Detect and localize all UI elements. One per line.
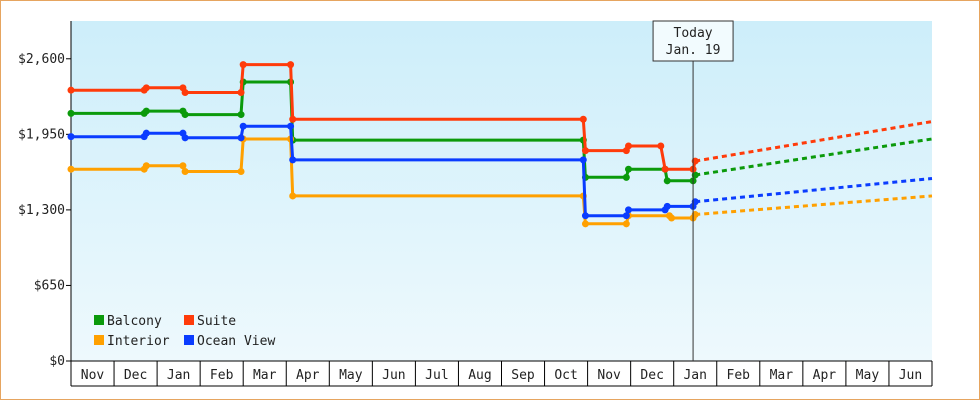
data-point	[579, 156, 587, 164]
data-point	[287, 61, 295, 69]
data-point	[661, 165, 669, 173]
legend-item-suite: Suite	[184, 314, 236, 329]
x-tick-label: Nov	[81, 368, 105, 383]
y-tick-label: $650	[34, 278, 65, 293]
y-tick-label: $1,300	[18, 203, 65, 218]
data-point	[622, 173, 630, 181]
y-tick-label: $0	[49, 354, 65, 369]
x-tick-label: Mar	[253, 368, 277, 383]
data-point	[142, 107, 150, 115]
data-point	[289, 192, 297, 200]
x-tick-label: Dec	[640, 368, 663, 383]
data-point	[179, 162, 187, 170]
today-date: Jan. 19	[666, 43, 721, 58]
data-point	[237, 111, 245, 119]
legend: Balcony Suite Interior Ocean View	[94, 314, 275, 349]
legend-swatch	[94, 335, 104, 345]
x-tick-label: Aug	[468, 368, 491, 383]
legend-item-balcony: Balcony	[94, 314, 162, 329]
data-point	[624, 142, 632, 150]
series-suite	[67, 61, 933, 173]
y-tick-label: $1,950	[18, 127, 65, 142]
data-point	[181, 88, 189, 96]
data-point	[622, 212, 630, 220]
data-point	[581, 212, 589, 220]
x-tick-label: Jul	[425, 368, 448, 383]
x-tick-label: Dec	[124, 368, 147, 383]
today-marker: Today Jan. 19	[652, 20, 734, 361]
data-point	[237, 88, 245, 96]
today-box	[652, 20, 734, 62]
data-point	[581, 147, 589, 155]
legend-label: Balcony	[107, 314, 162, 329]
data-point	[181, 111, 189, 119]
series-layer	[67, 61, 933, 228]
data-point	[579, 115, 587, 123]
data-point	[622, 220, 630, 228]
x-tick-label: Jan	[167, 368, 190, 383]
legend-label: Suite	[197, 314, 236, 329]
data-point	[142, 84, 150, 92]
forecast-line	[694, 137, 933, 177]
plot-background	[71, 21, 932, 361]
x-tick-label: Apr	[296, 368, 320, 383]
axes: $0 $650 $1,300 $1,950 $2,600 Nov Dec Jan Feb Mar A…	[18, 21, 933, 387]
data-point	[67, 86, 75, 94]
data-point	[142, 162, 150, 170]
series-ocean-view	[67, 122, 933, 220]
legend-item-ocean-view: Ocean View	[184, 334, 275, 349]
data-point	[181, 134, 189, 142]
data-point	[581, 220, 589, 228]
x-tick-label: Sep	[511, 368, 535, 383]
forecast-line	[695, 177, 933, 204]
data-point	[67, 109, 75, 117]
x-tick-label: Feb	[210, 368, 234, 383]
data-point	[624, 165, 632, 173]
x-tick-label: Jun	[382, 368, 405, 383]
data-point	[289, 115, 297, 123]
legend-swatch	[184, 315, 194, 325]
x-tick-label: Jun	[899, 368, 922, 383]
legend-item-interior: Interior	[94, 334, 170, 349]
data-point	[239, 61, 247, 69]
data-point	[624, 206, 632, 214]
x-tick-label: May	[856, 368, 880, 383]
x-tick-label: Oct	[554, 368, 577, 383]
legend-label: Ocean View	[197, 334, 275, 349]
legend-swatch	[94, 315, 104, 325]
data-point	[67, 133, 75, 141]
data-point	[289, 156, 297, 164]
data-point	[142, 129, 150, 137]
data-point	[287, 122, 295, 130]
x-tick-label: Feb	[727, 368, 751, 383]
x-tick-label: Mar	[770, 368, 794, 383]
data-point	[668, 214, 676, 222]
data-point	[181, 168, 189, 176]
data-point	[663, 177, 671, 185]
data-point	[663, 202, 671, 210]
forecast-line	[694, 120, 933, 163]
x-tick-label: Apr	[813, 368, 837, 383]
x-tick-label: Nov	[597, 368, 621, 383]
data-point	[237, 168, 245, 176]
legend-label: Interior	[107, 334, 170, 349]
legend-swatch	[184, 335, 194, 345]
data-point	[67, 165, 75, 173]
data-point	[237, 134, 245, 142]
data-point	[657, 142, 665, 150]
forecast-line	[695, 194, 933, 217]
data-point	[239, 122, 247, 130]
x-tick-label: May	[339, 368, 363, 383]
x-tick-label: Jan	[683, 368, 706, 383]
y-tick-label: $2,600	[18, 52, 65, 67]
today-label: Today	[674, 26, 713, 41]
